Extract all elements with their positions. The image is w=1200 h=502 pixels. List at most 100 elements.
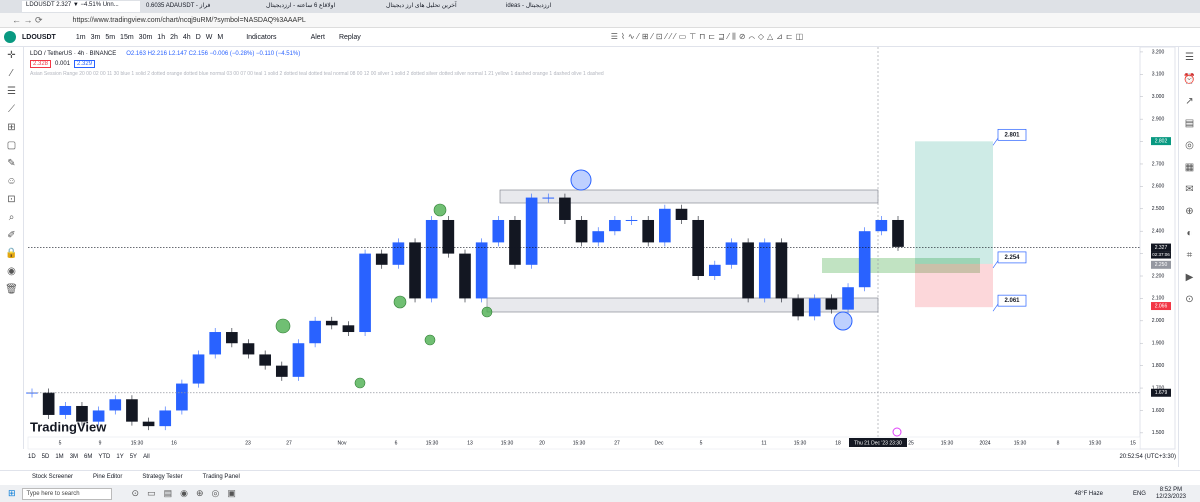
legend-title: LDO / TetherUS · 4h · BINANCE — [30, 51, 117, 57]
x-tick-label: 27 — [614, 440, 620, 446]
callout-label: 2.061 — [1004, 298, 1020, 304]
y-tick-label: 1.600 — [1152, 408, 1165, 414]
callout — [997, 251, 1027, 264]
price-label-bg — [1151, 137, 1171, 146]
x-tick-label: 6 — [395, 440, 398, 446]
start[interactable]: ⊞ — [8, 488, 16, 498]
range[interactable]: 1D — [28, 454, 36, 460]
ask[interactable]: 2.329 — [74, 60, 96, 68]
range-bar: 1D 5D 1M 3M 6M YTD 1Y 5Y All 20:52:54 (UTC+3:30) — [28, 451, 1176, 463]
interval[interactable]: 1h — [157, 33, 166, 41]
x-highlight — [849, 438, 907, 447]
marker — [424, 334, 436, 346]
candle — [675, 208, 688, 220]
indicators[interactable]: Indicators — [246, 33, 277, 41]
apps[interactable]: ⊙▭▤◉⊕◎▣ — [131, 488, 244, 498]
interval[interactable]: 1m — [75, 33, 86, 41]
panel-tab[interactable]: Trading Panel — [202, 474, 240, 480]
interval[interactable]: 15m — [120, 33, 134, 41]
panel-tab[interactable]: Strategy Tester — [142, 474, 183, 480]
watermark: TradingView — [30, 419, 107, 434]
url[interactable]: https://www.tradingview.com/chart/ncqj9u… — [72, 16, 306, 24]
candle — [692, 219, 704, 277]
address-bar: ← → ⟳ https://www.tradingview.com/chart/… — [0, 13, 1200, 28]
panel-tab[interactable]: Pine Editor — [93, 474, 123, 480]
range[interactable]: All — [143, 454, 150, 460]
range[interactable]: 1M — [55, 454, 64, 460]
y-tick-label: 2.200 — [1152, 273, 1165, 279]
tab[interactable]: LDOUSDT 2.327 ▼ −4.51% Unn... — [22, 1, 140, 12]
tab[interactable]: 0.6035 ADAUSDT - فراز — [142, 1, 260, 12]
panel-tab[interactable]: Stock Screener — [32, 474, 74, 480]
price-label-bg — [1151, 260, 1171, 269]
avatar[interactable] — [4, 31, 16, 43]
candle — [642, 219, 655, 243]
candle — [742, 242, 754, 299]
candle — [559, 197, 571, 220]
interval[interactable]: W — [205, 33, 213, 41]
search[interactable]: Type here to search — [21, 487, 112, 500]
interval[interactable]: 2h — [170, 33, 178, 41]
range[interactable]: 1Y — [116, 454, 124, 460]
candle — [708, 264, 721, 277]
ranges: 1D 5D 1M 3M 6M YTD 1Y 5Y All — [28, 454, 156, 460]
replay[interactable]: Replay — [338, 33, 361, 41]
bid[interactable]: 2.328 — [30, 60, 52, 68]
tab[interactable]: آخرین تحلیل های ارز دیجیتال — [382, 1, 500, 12]
candle — [725, 242, 738, 265]
interval[interactable]: 3m — [90, 33, 101, 41]
x-tick-label: 15:30 — [501, 440, 514, 446]
candle — [459, 253, 471, 299]
ohlc: O2.163 H2.216 L2.147 C2.156 −0.006 (−0.2… — [126, 51, 301, 57]
candle — [159, 410, 172, 427]
candle — [242, 343, 255, 355]
symbol[interactable]: LDOUSDT — [22, 33, 56, 41]
range[interactable]: 5Y — [129, 454, 138, 460]
tab-bar: LDOUSDT 2.327 ▼ −4.51% Unn... 0.6035 ADAU… — [0, 0, 1200, 13]
left-toolbar[interactable]: ✛ ⁄ ☰ ⟋ ⊞ ▢ ✎ ☺ ⊡ ⌕ ✐ 🔒 ◉ 🗑 — [0, 47, 24, 449]
price-label: 2.327 — [1155, 245, 1168, 251]
drawing-tools[interactable]: ☰⌇∿⁄⊞⁄⊡⁄⁄⁄▭⊤⊓⊏⊒⁄⫼⊘⌒◇△⊿⊏◫ — [610, 32, 807, 41]
indicator: Asian Session Range 20 00 02 00 11 30 bl… — [30, 71, 604, 77]
candle — [475, 242, 488, 299]
clock-date: 12/23/2023 — [1155, 493, 1186, 500]
candle — [392, 242, 405, 265]
range[interactable]: 5D — [41, 454, 50, 460]
x-tick-label: 16 — [171, 440, 177, 446]
candle — [525, 197, 538, 265]
nav[interactable]: ← → ⟳ — [12, 14, 43, 25]
countdown: 02:37:06 — [1152, 252, 1170, 257]
tab[interactable]: ideas - ارزدیجیتال — [502, 1, 620, 12]
y-tick-label: 1.800 — [1152, 363, 1165, 369]
weather: 48°F Haze — [1074, 490, 1103, 497]
candle — [792, 298, 804, 317]
interval[interactable]: 30m — [138, 33, 153, 41]
price-label: 2.066 — [1155, 303, 1168, 309]
range[interactable]: YTD — [98, 454, 111, 460]
range-box — [499, 189, 879, 204]
marker — [275, 318, 291, 334]
x-tick-label: Nov — [338, 440, 347, 446]
taskbar: ⊞ Type here to search ⊙▭▤◉⊕◎▣ 48°F Haze … — [0, 485, 1200, 502]
callout-label: 2.801 — [1004, 132, 1020, 138]
price-label: 2.802 — [1155, 138, 1168, 144]
alert[interactable]: Alert — [310, 33, 325, 41]
x-tick-label: 25 — [908, 440, 914, 446]
range[interactable]: 3M — [69, 454, 79, 460]
right-sidebar[interactable]: ☰ ⏰ ↗ ▤ ◎ ▦ ✉ ⊕ ◐ ⌗ ▶ ⊙ — [1178, 47, 1200, 467]
tab[interactable]: اولاقاع 6 ساعته - ارزدیجیتال — [262, 1, 380, 12]
range[interactable]: 6M — [84, 454, 93, 460]
x-tick-label: 15:30 — [1014, 440, 1027, 446]
candle — [575, 219, 588, 243]
marker — [481, 306, 493, 318]
interval[interactable]: M — [217, 33, 224, 41]
interval[interactable]: D — [195, 33, 201, 41]
interval[interactable]: 5m — [105, 33, 116, 41]
clock: 8:52 PM 12/23/2023 — [1156, 487, 1186, 501]
price-label-bg — [1151, 243, 1171, 252]
candle — [42, 392, 55, 415]
interval[interactable]: 4h — [182, 33, 191, 41]
candle — [509, 219, 521, 265]
